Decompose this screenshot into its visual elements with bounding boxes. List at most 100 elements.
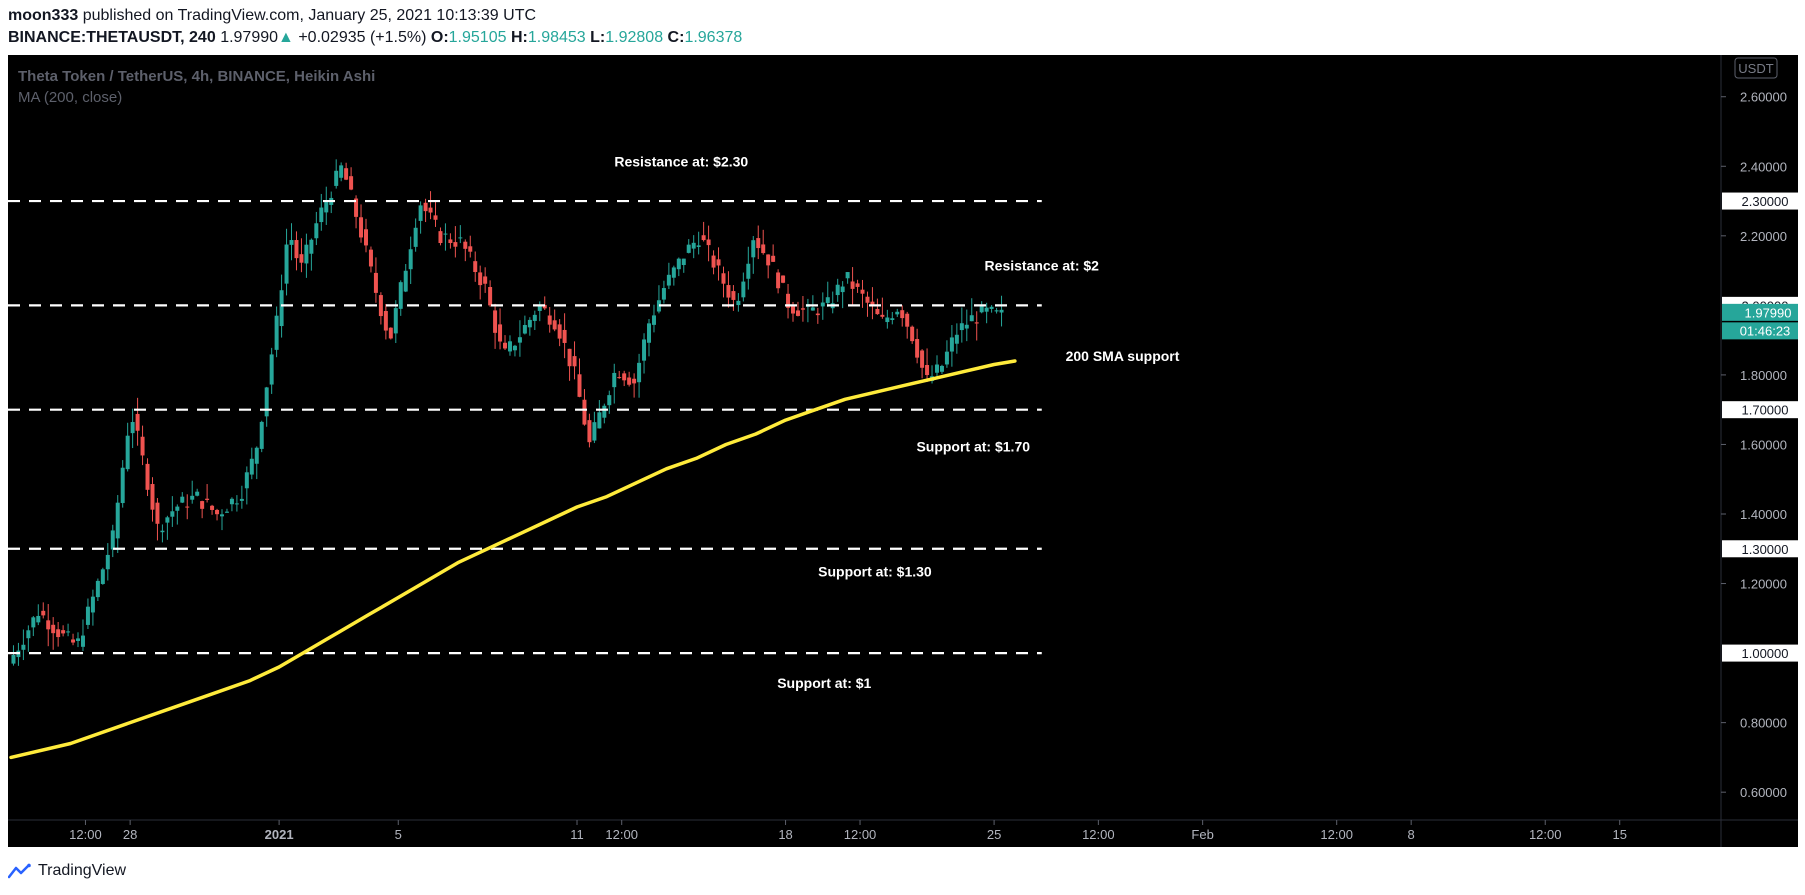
time-axis[interactable]: 12:00 28 2021 5 11 12:00 18 12:00 25 12:00 Feb 12:0… <box>69 820 1627 842</box>
candle <box>56 621 61 647</box>
candle <box>125 422 130 472</box>
level-label: Resistance at: $2.30 <box>614 153 748 169</box>
candle <box>175 504 180 525</box>
level-price-tag-label: 1.30000 <box>1742 542 1789 557</box>
currency-badge[interactable] <box>1734 57 1778 79</box>
up-triangle-icon: ▲ <box>278 29 294 46</box>
candle <box>716 247 721 281</box>
candle <box>145 458 150 497</box>
candle <box>666 262 671 290</box>
candle <box>200 500 205 519</box>
candle <box>547 307 552 333</box>
candle <box>860 279 865 308</box>
candle <box>979 301 984 314</box>
candle <box>870 287 875 320</box>
candle <box>61 625 66 637</box>
candle <box>840 281 845 309</box>
candle <box>224 508 229 513</box>
tradingview-brand: TradingView <box>38 862 127 879</box>
tradingview-logo-icon <box>8 863 31 879</box>
high-value: 1.98453 <box>527 29 586 46</box>
candle <box>910 325 915 344</box>
chart-header: moon333 published on TradingView.com, Ja… <box>8 6 742 48</box>
candle <box>577 358 582 398</box>
candle <box>373 257 378 303</box>
time-tick-label: 5 <box>395 827 402 842</box>
candle <box>507 335 512 356</box>
candle <box>572 341 577 380</box>
last-price: 1.97990 <box>220 29 279 46</box>
candle <box>324 186 329 225</box>
candle <box>696 231 701 255</box>
candle <box>964 309 969 342</box>
candle <box>368 246 373 273</box>
candle <box>920 349 925 379</box>
candle <box>756 225 761 260</box>
candle <box>165 515 170 540</box>
candle <box>493 303 498 349</box>
candle <box>498 308 503 350</box>
candle <box>120 460 125 508</box>
candle <box>786 283 791 319</box>
candle <box>458 225 463 244</box>
publish-info: moon333 published on TradingView.com, Ja… <box>8 6 742 26</box>
symbol-info: BINANCE:THETAUSDT, 240 1.97990▲ +0.02935… <box>8 28 742 48</box>
price-change: +0.02935 (+1.5%) <box>298 29 427 46</box>
footer-brand[interactable]: TradingView <box>8 860 126 882</box>
candle <box>438 227 443 246</box>
candle <box>582 389 587 426</box>
candle <box>195 488 200 497</box>
candle <box>408 236 413 284</box>
candle <box>478 265 483 300</box>
chart-canvas[interactable]: Resistance at: $2.30 Resistance at: $2 Sup… <box>8 55 1798 847</box>
candle <box>969 298 974 322</box>
level-price-tag <box>1722 644 1798 662</box>
time-tick-label: 18 <box>778 827 792 842</box>
candle <box>71 633 76 646</box>
time-tick-label: 8 <box>1408 827 1415 842</box>
candle <box>880 297 885 319</box>
candle <box>905 311 910 339</box>
candle <box>190 480 195 504</box>
candle <box>984 302 989 324</box>
ma-200-line[interactable] <box>9 359 1017 760</box>
candle <box>900 305 905 327</box>
candle <box>915 328 920 364</box>
candle <box>761 229 766 255</box>
sma-annotation: 200 SMA support <box>1066 348 1180 364</box>
candle <box>180 492 185 504</box>
candle <box>949 325 954 367</box>
price-tick-label: 0.60000 <box>1740 785 1787 800</box>
level-label: Resistance at: $2 <box>985 258 1100 274</box>
candle <box>726 271 731 308</box>
open-label: O: <box>430 29 449 46</box>
candle <box>512 344 517 357</box>
candle <box>597 400 602 429</box>
candle <box>413 218 418 252</box>
candle <box>825 281 830 307</box>
candle <box>651 304 656 333</box>
author-name[interactable]: moon333 <box>8 7 79 24</box>
level-label: Support at: $1 <box>777 675 871 691</box>
candle <box>309 238 314 271</box>
candle <box>567 348 572 381</box>
candle <box>617 370 622 379</box>
candle <box>468 235 473 258</box>
candle <box>443 223 448 251</box>
candle <box>234 495 239 512</box>
candle <box>304 233 309 278</box>
candle <box>656 285 661 314</box>
candle <box>66 623 71 637</box>
candle <box>681 258 686 273</box>
candle <box>781 275 786 284</box>
candle <box>215 508 220 521</box>
candle <box>522 315 527 335</box>
candle <box>612 363 617 404</box>
candle <box>632 373 637 398</box>
level-price-tag-label: 2.30000 <box>1742 194 1789 209</box>
candle <box>418 201 423 234</box>
candle <box>448 233 453 249</box>
candle <box>31 615 36 637</box>
chart-container[interactable]: Resistance at: $2.30 Resistance at: $2 Sup… <box>8 55 1798 847</box>
candle <box>974 311 979 341</box>
